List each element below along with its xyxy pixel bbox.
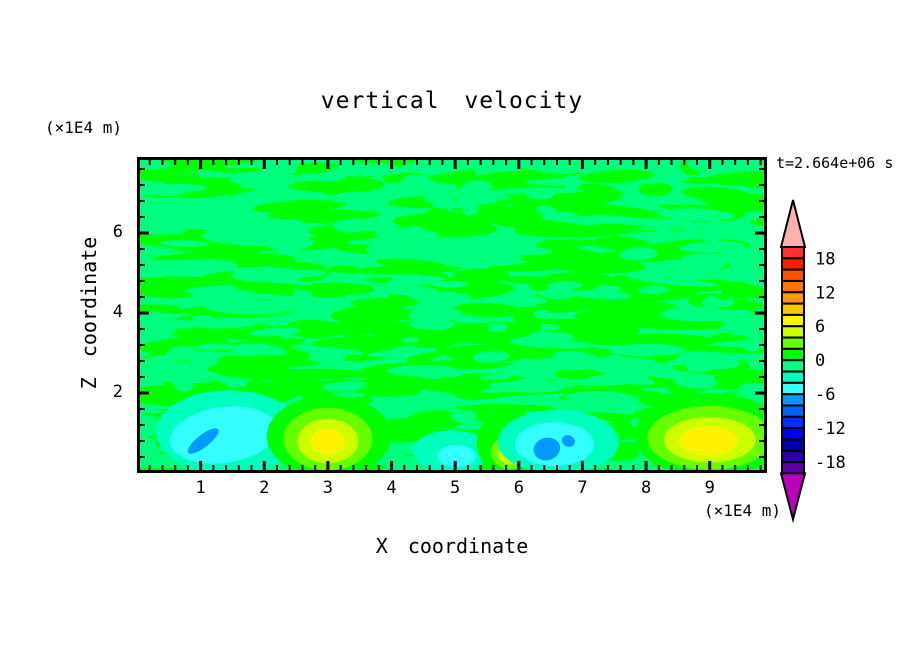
feature-updraft-x9 [634,393,767,473]
x-tick-label: 2 [259,478,270,498]
x-tick-label: 1 [195,478,206,498]
x-tick-label: 6 [513,478,524,498]
x-axis-title: X coordinate [375,534,529,558]
y-tick-label: 4 [112,302,123,322]
y-axis-tick-labels: 2 4 6 [89,157,123,473]
colorbar: 18 12 6 0 -6 -12 -18 [779,199,846,524]
y-tick-label: 6 [112,222,123,242]
x-tick-label: 7 [577,478,588,498]
feature-downdraft-left [156,390,303,473]
chart-title: vertical velocity [320,88,584,114]
x-tick-label: 9 [704,478,715,498]
x-tick-label: 8 [640,478,652,498]
colorbar-under-arrow [779,472,807,524]
colorbar-over-arrow [779,199,807,248]
x-tick-label: 4 [386,478,397,498]
feature-downdraft-x66 [497,409,619,473]
x-axis-unit-label: (×1E4 m) [703,501,781,520]
y-axis-unit-label: (×1E4 m) [45,118,123,137]
y-axis-title: Z coordinate [77,236,101,390]
axis-ticks [139,159,765,471]
contour-plot-canvas [137,157,767,473]
y-tick-label: 2 [112,382,123,402]
colorbar-tick-label: 6 [815,317,825,337]
x-tick-label: 3 [322,478,334,498]
contour-features [156,390,767,473]
x-axis-tick-labels: 1 2 3 4 5 6 7 8 9 [137,478,767,500]
colorbar-tick-label: -12 [815,419,846,439]
feature-weak-downdraft-x5 [412,430,492,472]
colorbar-tick-label: 12 [815,283,835,303]
colorbar-tick-label: 0 [815,351,825,371]
contour-plot-area [137,157,767,473]
colorbar-segments [781,246,805,475]
colorbar-tick-label: -6 [815,385,835,405]
timestamp-label: t=2.664e+06 s [776,154,894,172]
x-tick-label: 5 [450,478,461,498]
colorbar-tick-label: 18 [815,249,835,269]
colorbar-tick-label: -18 [815,453,846,473]
feature-updraft-x3 [266,395,392,473]
